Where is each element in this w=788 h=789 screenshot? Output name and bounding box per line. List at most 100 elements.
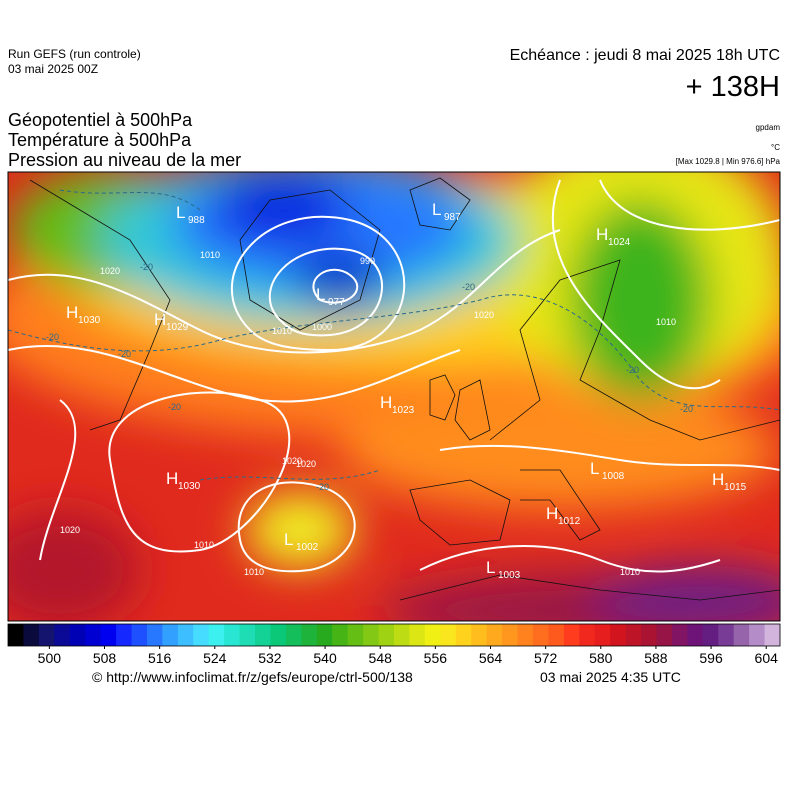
colorbar-swatch (471, 624, 488, 646)
colorbar-tick-label: 588 (644, 650, 668, 666)
center-kind: H (712, 470, 724, 489)
center-kind: H (546, 504, 558, 523)
isobar-label: 1020 (282, 456, 302, 466)
colorbar-swatch (100, 624, 117, 646)
pressure-center: L 988 (176, 203, 205, 226)
isotherm-label: -20 (626, 365, 639, 375)
pressure-center: H 1015 (712, 470, 747, 493)
pressure-center: L 1003 (486, 558, 521, 581)
colorbar-swatch (502, 624, 519, 646)
isotherms (8, 189, 780, 481)
isobar-label: 1010 (656, 317, 676, 327)
colorbar-swatch (193, 624, 210, 646)
colorbar-swatch (749, 624, 766, 646)
unit: gpdam (756, 123, 781, 132)
center-value: 1002 (296, 542, 319, 553)
isobar-label: 1010 (620, 567, 640, 577)
center-kind: L (176, 203, 185, 222)
isobar-label: 1020 (100, 266, 120, 276)
pressure-center: H 1023 (380, 393, 415, 416)
run-date: 03 mai 2025 00Z (8, 62, 98, 76)
center-kind: H (154, 310, 166, 329)
colorbar-swatch (394, 624, 410, 646)
colorbar-swatch (23, 624, 40, 646)
colorbar-tick-label: 524 (203, 650, 227, 666)
colorbar-swatch (409, 624, 426, 646)
colorbar-tick-label: 532 (258, 650, 282, 666)
colorbar-tick-label: 556 (424, 650, 448, 666)
colorbar-swatch (625, 624, 642, 646)
center-value: 1008 (602, 471, 625, 482)
valid-time: Echéance : jeudi 8 mai 2025 18h UTC (510, 47, 780, 64)
colorbar-swatch (116, 624, 133, 646)
colorbar-swatch (54, 624, 71, 646)
pressure-center: L 1002 (284, 530, 319, 553)
isobar-label: 1020 (474, 310, 494, 320)
colorbar-swatch (656, 624, 673, 646)
center-kind: L (486, 558, 495, 577)
field-name: Pression au niveau de la mer (8, 150, 241, 170)
colorbar-swatch (532, 624, 549, 646)
colorbar: 500 508 516 524 532 540 548 556 564 572 580 588 596 6… (7, 623, 781, 666)
isobar-label: 1000 (312, 322, 332, 332)
colorbar-swatch (764, 624, 781, 646)
colorbar-swatch (733, 624, 750, 646)
isotherm-label: -20 (168, 402, 181, 412)
center-kind: L (316, 285, 325, 304)
pressure-center: H 1030 (66, 303, 101, 326)
colorbar-swatch (671, 624, 688, 646)
lead-time: + 138H (686, 71, 780, 103)
center-value: 1015 (724, 482, 747, 493)
center-value: 1012 (558, 516, 581, 527)
isobar-label: 1010 (200, 250, 220, 260)
center-value: 1023 (392, 405, 415, 416)
colorbar-swatch (69, 624, 86, 646)
isotherm-label: -20 (118, 349, 131, 359)
isobar-label: 1010 (244, 567, 264, 577)
isobar-label: 1020 (296, 459, 316, 469)
isotherm-label: -20 (46, 332, 59, 342)
center-value: 988 (188, 215, 205, 226)
colorbar-swatch (378, 624, 395, 646)
colorbar-swatch (579, 624, 596, 646)
isotherm-label: -20 (680, 404, 693, 414)
coastlines (29, 177, 780, 601)
center-value: 977 (328, 297, 345, 308)
center-value: 1003 (498, 570, 521, 581)
pressure-center: L 977 (316, 285, 345, 308)
center-kind: L (590, 459, 599, 478)
colorbar-swatch (563, 624, 580, 646)
run-name: Run GEFS (run controle) (8, 47, 141, 61)
colorbar-tick-label: 580 (589, 650, 613, 666)
center-kind: L (284, 530, 293, 549)
colorbar-swatch (38, 624, 55, 646)
colorbar-swatch (486, 624, 503, 646)
colorbar-swatch (594, 624, 611, 646)
center-value: 1030 (178, 481, 201, 492)
isobar-label: 1010 (272, 326, 292, 336)
colorbar-swatch (239, 624, 256, 646)
colorbar-swatch (177, 624, 194, 646)
colorbar-swatch (208, 624, 225, 646)
field-name: Température à 500hPa (8, 130, 192, 150)
field-name: Géopotentiel à 500hPa (8, 110, 193, 130)
colorbar-swatch (270, 624, 287, 646)
isobar-label: 1010 (194, 540, 214, 550)
center-kind: L (432, 200, 441, 219)
colorbar-frame (7, 623, 781, 647)
colorbar-tick-label: 516 (148, 650, 172, 666)
colorbar-swatch (548, 624, 565, 646)
center-value: 1030 (78, 315, 101, 326)
colorbar-tick-label: 572 (534, 650, 558, 666)
colorbar-tick-label: 540 (313, 650, 337, 666)
isobars (8, 179, 780, 573)
colorbar-swatch (517, 624, 534, 646)
unit: °C (771, 143, 780, 152)
pressure-center: H 1012 (546, 504, 581, 527)
colorbar-tick-label: 508 (93, 650, 117, 666)
pressure-center: L 1008 (590, 459, 625, 482)
colorbar-swatch (610, 624, 627, 646)
colorbar-swatch (255, 624, 271, 646)
colorbar-swatch (8, 624, 24, 646)
isobar-label: 990 (360, 256, 375, 266)
